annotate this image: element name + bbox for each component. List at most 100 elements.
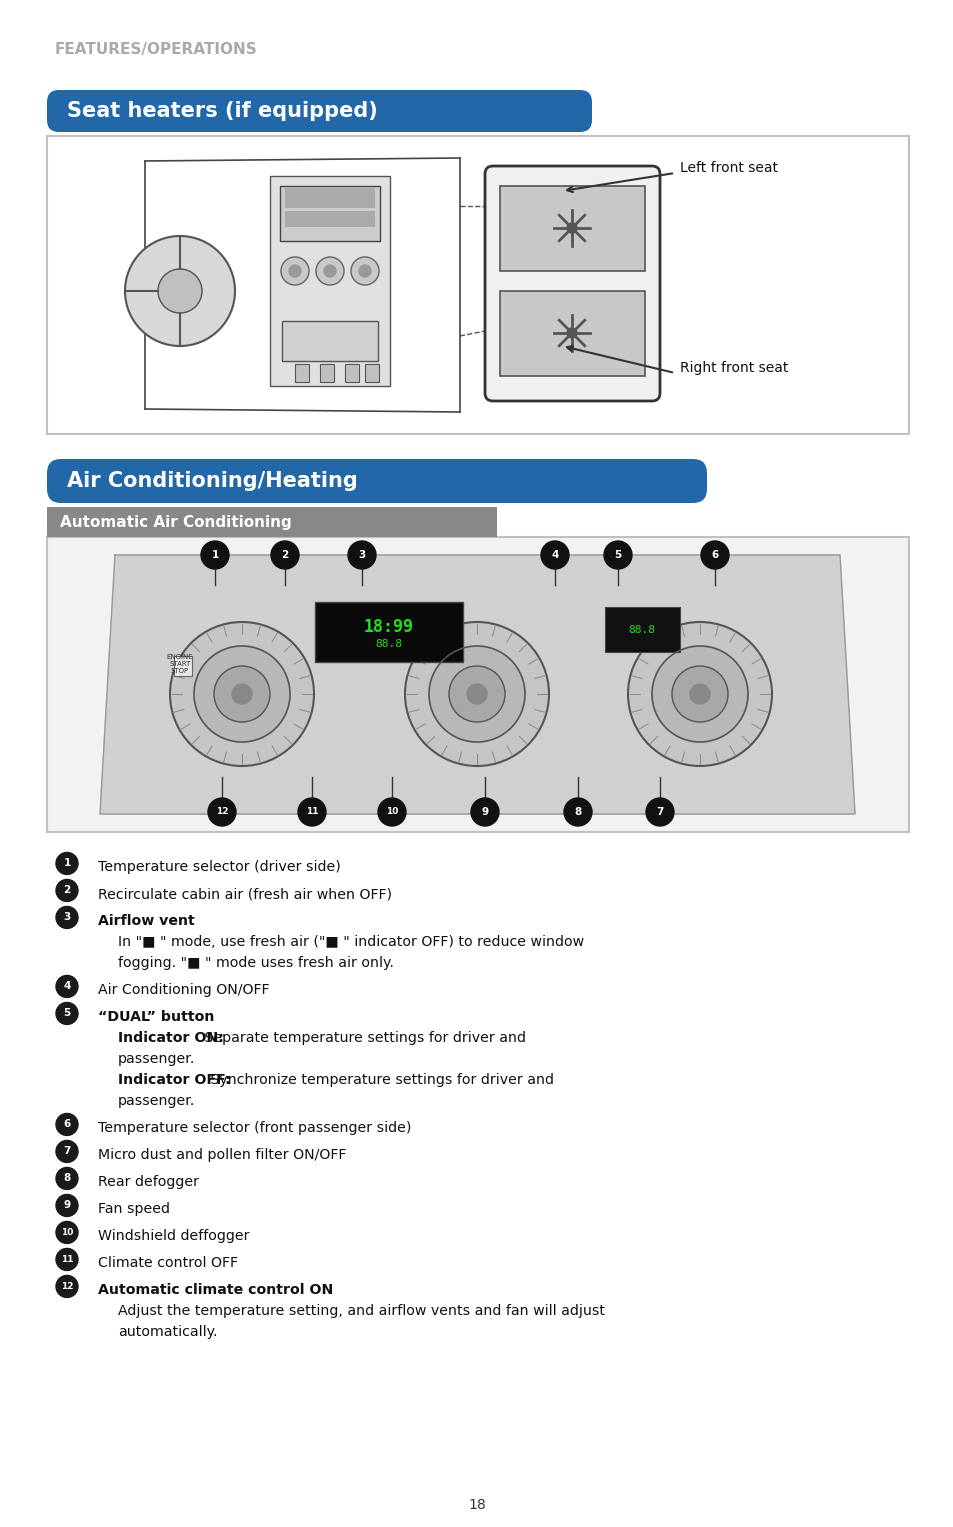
Text: 8: 8 [63, 1173, 71, 1183]
Circle shape [158, 269, 202, 313]
Text: 12: 12 [61, 1283, 73, 1290]
Text: 88.8: 88.8 [628, 625, 655, 635]
Text: passenger.: passenger. [118, 1052, 195, 1066]
Circle shape [324, 266, 335, 276]
Text: 2: 2 [281, 550, 289, 560]
Bar [270, 176, 390, 386]
Text: 7: 7 [656, 806, 663, 817]
Text: Separate temperature settings for driver and: Separate temperature settings for driver… [200, 1031, 525, 1044]
Text: In "■ " mode, use fresh air ("■ " indicator OFF) to reduce window: In "■ " mode, use fresh air ("■ " indica… [118, 935, 583, 950]
Circle shape [358, 266, 371, 276]
Bar [282, 321, 377, 360]
Text: 1: 1 [212, 550, 218, 560]
Text: Micro dust and pollen filter ON/OFF: Micro dust and pollen filter ON/OFF [98, 1148, 346, 1162]
Bar [604, 608, 679, 652]
Bar [47, 507, 497, 538]
Text: 8: 8 [574, 806, 581, 817]
Text: 18: 18 [468, 1498, 485, 1512]
Text: 18:99: 18:99 [364, 618, 414, 637]
Text: Temperature selector (front passenger side): Temperature selector (front passenger si… [98, 1121, 411, 1135]
Text: 10: 10 [385, 808, 397, 817]
Circle shape [56, 852, 78, 875]
Bar [365, 363, 378, 382]
Text: 7: 7 [63, 1147, 71, 1156]
Text: ENGINE
START
STOP: ENGINE START STOP [167, 654, 193, 673]
Text: Rear defogger: Rear defogger [98, 1176, 199, 1190]
Circle shape [125, 237, 234, 347]
Bar [285, 188, 375, 208]
Circle shape [405, 621, 548, 767]
Text: 10: 10 [61, 1228, 73, 1237]
Text: Left front seat: Left front seat [679, 160, 778, 176]
Bar [294, 363, 309, 382]
Text: 6: 6 [711, 550, 718, 560]
Circle shape [56, 1141, 78, 1162]
Circle shape [56, 976, 78, 997]
Text: 5: 5 [63, 1008, 71, 1019]
Circle shape [467, 684, 486, 704]
Text: passenger.: passenger. [118, 1095, 195, 1109]
Text: FEATURES/OPERATIONS: FEATURES/OPERATIONS [55, 43, 257, 56]
Circle shape [232, 684, 252, 704]
Text: 6: 6 [63, 1119, 71, 1130]
Circle shape [213, 666, 270, 722]
Text: Air Conditioning/Heating: Air Conditioning/Heating [67, 470, 357, 492]
Circle shape [271, 541, 298, 570]
Bar [173, 657, 192, 676]
Bar [345, 363, 358, 382]
Circle shape [645, 799, 673, 826]
Text: 5: 5 [614, 550, 621, 560]
Text: Airflow vent: Airflow vent [98, 915, 194, 928]
Circle shape [671, 666, 727, 722]
Circle shape [429, 646, 524, 742]
Text: 3: 3 [358, 550, 365, 560]
Circle shape [193, 646, 290, 742]
Text: 88.8: 88.8 [375, 638, 402, 649]
FancyBboxPatch shape [484, 166, 659, 402]
Text: Air Conditioning ON/OFF: Air Conditioning ON/OFF [98, 983, 269, 997]
Text: 4: 4 [63, 982, 71, 991]
Text: Adjust the temperature setting, and airflow vents and fan will adjust: Adjust the temperature setting, and airf… [118, 1304, 604, 1318]
Circle shape [281, 257, 309, 286]
Text: 4: 4 [551, 550, 558, 560]
Circle shape [297, 799, 326, 826]
Circle shape [689, 684, 709, 704]
Text: Climate control OFF: Climate control OFF [98, 1257, 237, 1270]
Circle shape [56, 1249, 78, 1270]
Text: “DUAL” button: “DUAL” button [98, 1011, 214, 1025]
Text: Synchronize temperature settings for driver and: Synchronize temperature settings for dri… [206, 1073, 554, 1087]
Bar [319, 363, 334, 382]
Bar [47, 136, 908, 434]
Circle shape [56, 1275, 78, 1298]
Circle shape [449, 666, 504, 722]
Text: Indicator ON:: Indicator ON: [118, 1031, 224, 1044]
Circle shape [56, 880, 78, 901]
Circle shape [56, 1168, 78, 1190]
Circle shape [289, 266, 301, 276]
Circle shape [603, 541, 631, 570]
Text: 11: 11 [305, 808, 318, 817]
Circle shape [56, 1113, 78, 1136]
FancyBboxPatch shape [47, 460, 706, 502]
Bar [285, 211, 375, 228]
Circle shape [56, 1194, 78, 1217]
Circle shape [563, 799, 592, 826]
Text: Seat heaters (if equipped): Seat heaters (if equipped) [67, 101, 377, 121]
Text: Right front seat: Right front seat [679, 360, 787, 376]
Bar [47, 538, 908, 832]
Text: 9: 9 [63, 1200, 71, 1211]
Text: Fan speed: Fan speed [98, 1202, 170, 1215]
Text: 12: 12 [215, 808, 228, 817]
Text: 11: 11 [61, 1255, 73, 1264]
Text: Windshield deffogger: Windshield deffogger [98, 1229, 250, 1243]
Text: fogging. "■ " mode uses fresh air only.: fogging. "■ " mode uses fresh air only. [118, 956, 394, 970]
Circle shape [348, 541, 375, 570]
Text: 2: 2 [63, 886, 71, 895]
Circle shape [700, 541, 728, 570]
Text: 9: 9 [481, 806, 488, 817]
Text: Automatic Air Conditioning: Automatic Air Conditioning [60, 515, 292, 530]
Polygon shape [100, 554, 854, 814]
Circle shape [56, 907, 78, 928]
Circle shape [315, 257, 344, 286]
Text: Recirculate cabin air (fresh air when OFF): Recirculate cabin air (fresh air when OF… [98, 887, 392, 901]
